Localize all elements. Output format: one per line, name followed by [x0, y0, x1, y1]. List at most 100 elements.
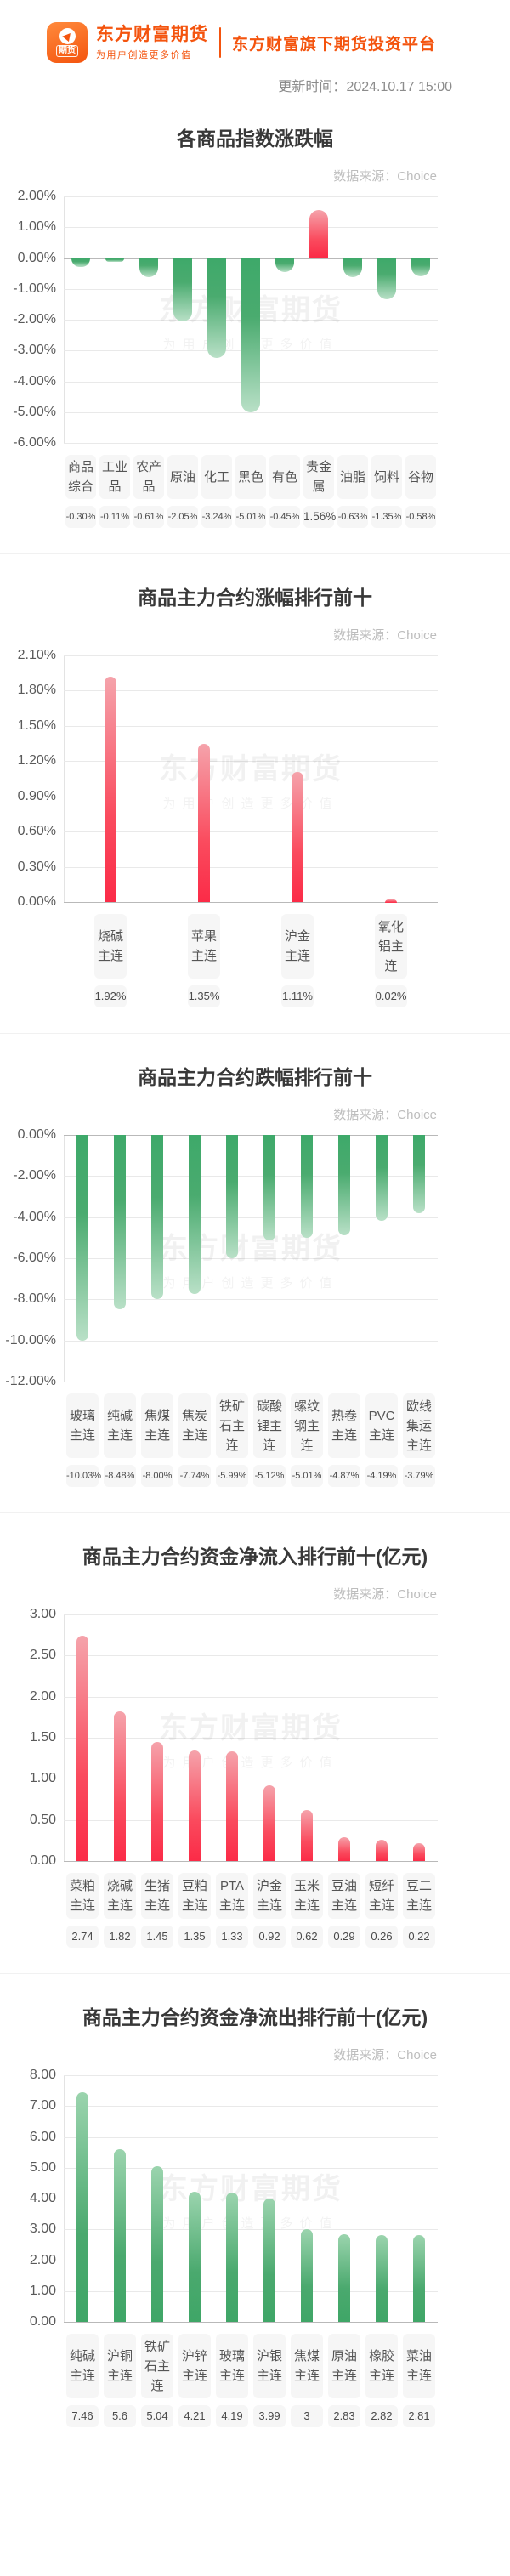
y-axis-tick: -3.00% [13, 343, 56, 358]
value-label: -5.01% [235, 506, 266, 528]
value-label: -8.48% [104, 1465, 136, 1487]
category-cell: 铁矿石主连 [139, 2334, 176, 2398]
y-axis-tick: -6.00% [13, 435, 56, 450]
watermark-line1: 东方财富期货 [159, 753, 343, 786]
value-label: 1.33 [216, 1926, 248, 1948]
gridline [64, 1861, 438, 1862]
bar-焦煤主连 [301, 2229, 313, 2322]
value-cell: 1.56% [302, 506, 336, 528]
brand-text: 东方财富期货 为用户创造更多价值 [96, 25, 208, 61]
chart-plot: 3.00 2.50 2.00 1.50 1.00 0.50 0.00 东方财富期货 为用户创造更… [30, 1607, 438, 1868]
y-axis-tick: 2.50 [29, 1648, 56, 1663]
category-label: 玉米主连 [291, 1873, 323, 1919]
chart-plot: 0.00% -2.00% -4.00% -6.00% -8.00% -10.00% -12.… [5, 1127, 438, 1388]
category-label: 纯碱主连 [104, 1393, 136, 1458]
bar-苹果主连 [198, 743, 210, 902]
category-label: 黑色 [235, 455, 266, 499]
y-axis-tick: 4.00 [29, 2191, 56, 2205]
bar-有色 [275, 258, 294, 272]
category-cell: 纯碱主连 [64, 2334, 101, 2398]
y-axis-tick: 3.00 [29, 2221, 56, 2237]
category-label: 豆二主连 [403, 1873, 435, 1919]
value-label: -2.05% [167, 506, 198, 528]
value-label: -7.74% [178, 1465, 211, 1487]
category-cell: 螺纹钢主连 [288, 1393, 326, 1458]
category-cell: PVC主连 [363, 1393, 400, 1458]
value-label: -5.12% [253, 1465, 286, 1487]
value-label-row: 2.74 1.82 1.45 1.35 1.33 0.92 0.62 0.29 0.26 0.22 [64, 1926, 438, 1948]
category-cell: 短纤主连 [363, 1873, 400, 1919]
gridline [64, 1738, 438, 1739]
value-cell: 7.46 [64, 2405, 101, 2427]
y-axis-tick: -10.00% [5, 1332, 56, 1348]
category-label: 烧碱主连 [94, 914, 127, 979]
value-cell: 2.82 [363, 2405, 400, 2427]
category-cell: 铁矿石主连 [213, 1393, 251, 1458]
y-axis-tick: 0.00% [17, 250, 56, 265]
section-divider [0, 1512, 510, 1513]
update-time-label: 更新时间： [278, 80, 347, 94]
value-label: 0.62 [291, 1926, 323, 1948]
category-cell: 玉米主连 [288, 1873, 326, 1919]
category-label: 谷物 [405, 455, 436, 499]
bar-玉米主连 [301, 1810, 313, 1861]
gridline [64, 831, 438, 833]
chart-title: 商品主力合约跌幅排行前十 [138, 1066, 372, 1088]
category-cell: 商品综合 [64, 455, 98, 499]
y-axis-tick: 1.00% [17, 219, 56, 235]
chart-plot: 2.00% 1.00% 0.00% -1.00% -2.00% -3.00% -4.00% -… [13, 189, 438, 450]
value-cell: 1.33 [213, 1926, 251, 1948]
logo-badge: 期货 [56, 45, 78, 57]
value-cell: -3.24% [200, 506, 234, 528]
value-label: 0.22 [403, 1926, 435, 1948]
bar-化工 [207, 258, 226, 358]
bar-黑色 [241, 258, 260, 413]
category-cell: 黑色 [234, 455, 268, 499]
value-cell: 5.6 [101, 2405, 139, 2427]
value-label: -8.00% [141, 1465, 173, 1487]
category-label: 化工 [201, 455, 232, 499]
category-label: 焦炭主连 [178, 1393, 211, 1458]
value-label: 1.45 [141, 1926, 173, 1948]
category-label: 贵金属 [303, 455, 334, 499]
category-cell: 豆粕主连 [176, 1873, 213, 1919]
bar-农产品 [139, 258, 158, 277]
value-label: -4.19% [366, 1465, 398, 1487]
value-label: 0.92 [253, 1926, 286, 1948]
y-axis-tick: 6.00 [29, 2129, 56, 2144]
category-cell: 饲料 [370, 455, 404, 499]
bar-烧碱主连 [105, 676, 116, 902]
value-cell: 1.92% [64, 985, 157, 1007]
chart-title: 商品主力合约资金净流出排行前十(亿元) [82, 2006, 428, 2028]
y-axis-tick: 0.00% [17, 894, 56, 909]
gridline [64, 443, 438, 444]
value-cell: -7.74% [176, 1465, 213, 1487]
value-cell: 0.26 [363, 1926, 400, 1948]
category-cell: 碳酸锂主连 [251, 1393, 288, 1458]
value-label: 1.92% [94, 985, 127, 1007]
gridline [64, 1614, 438, 1615]
value-label: 1.11% [281, 985, 314, 1007]
category-label: 油脂 [337, 455, 368, 499]
bar-焦炭主连 [189, 1135, 201, 1295]
chart-title: 各商品指数涨跌幅 [177, 128, 333, 150]
gridline [64, 1217, 438, 1218]
bar-沪银主连 [264, 2199, 275, 2322]
category-cell: 烧碱主连 [101, 1873, 139, 1919]
value-cell: -0.63% [336, 506, 370, 528]
y-axis-tick: 0.30% [17, 859, 56, 874]
category-label: 原油 [167, 455, 198, 499]
category-cell: 生猪主连 [139, 1873, 176, 1919]
value-label: 2.83 [328, 2405, 360, 2427]
brand-tagline: 东方财富旗下期货投资平台 [232, 35, 437, 54]
data-source-label: 数据来源：Choice [333, 1108, 437, 1122]
value-cell: -5.01% [288, 1465, 326, 1487]
gridline [64, 2290, 438, 2292]
gridline [64, 2136, 438, 2138]
category-cell: 沪金主连 [251, 914, 344, 979]
bar-PTA主连 [226, 1751, 238, 1861]
gridline [64, 1176, 438, 1177]
value-label: 0.26 [366, 1926, 398, 1948]
value-cell: 3.99 [251, 2405, 288, 2427]
gridline [64, 1655, 438, 1657]
